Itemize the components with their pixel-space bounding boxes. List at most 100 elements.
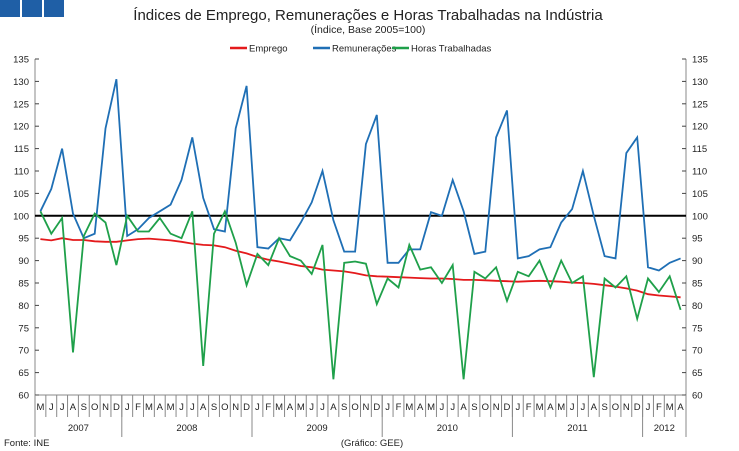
y-tick-label-right: 120 bbox=[692, 122, 708, 133]
x-tick-label: O bbox=[612, 402, 619, 413]
x-tick-label: J bbox=[581, 402, 586, 413]
y-tick-label-left: 65 bbox=[18, 368, 29, 379]
x-tick-label: M bbox=[36, 402, 44, 413]
series-lines bbox=[35, 79, 686, 380]
x-tick-label: M bbox=[536, 402, 544, 413]
logo-square bbox=[44, 0, 64, 17]
y-tick-label-right: 125 bbox=[692, 99, 708, 110]
x-tick-label: N bbox=[493, 402, 500, 413]
y-tick-label-left: 125 bbox=[13, 99, 29, 110]
year-label: 2011 bbox=[567, 423, 587, 434]
x-tick-label: J bbox=[309, 402, 314, 413]
x-tick-label: M bbox=[275, 402, 283, 413]
x-tick-label: F bbox=[656, 402, 662, 413]
x-tick-label: N bbox=[102, 402, 109, 413]
x-tick-label: F bbox=[396, 402, 402, 413]
x-tick-label: J bbox=[440, 402, 445, 413]
credit-note: (Gráfico: GEE) bbox=[341, 438, 403, 449]
legend-label: Remunerações bbox=[332, 44, 397, 55]
x-tick-label: J bbox=[570, 402, 575, 413]
year-label: 2008 bbox=[176, 423, 197, 434]
legend-label: Horas Trabalhadas bbox=[411, 44, 492, 55]
x-tick-label: F bbox=[526, 402, 532, 413]
x-tick-label: A bbox=[677, 402, 684, 413]
y-tick-label-left: 80 bbox=[18, 301, 29, 312]
x-tick-label: M bbox=[145, 402, 153, 413]
x-tick-label: A bbox=[591, 402, 598, 413]
x-tick-label: O bbox=[91, 402, 98, 413]
x-tick-label: F bbox=[265, 402, 271, 413]
x-tick-label: N bbox=[362, 402, 369, 413]
y-tick-label-left: 135 bbox=[13, 55, 29, 66]
x-tick-label: J bbox=[320, 402, 325, 413]
legend-label: Emprego bbox=[249, 44, 288, 55]
x-tick-label: D bbox=[243, 402, 250, 413]
y-tick-label-left: 90 bbox=[18, 256, 29, 267]
y-tick-label-right: 90 bbox=[692, 256, 703, 267]
y-tick-label-right: 85 bbox=[692, 279, 703, 290]
y-tick-label-right: 75 bbox=[692, 323, 703, 334]
x-tick-label: A bbox=[547, 402, 554, 413]
y-tick-label-left: 85 bbox=[18, 279, 29, 290]
year-label: 2009 bbox=[307, 423, 328, 434]
y-tick-label-right: 100 bbox=[692, 211, 708, 222]
y-tick-label-right: 65 bbox=[692, 368, 703, 379]
x-tick-label: A bbox=[157, 402, 164, 413]
x-tick-label: D bbox=[113, 402, 120, 413]
x-tick-label: A bbox=[200, 402, 207, 413]
x-tick-label: M bbox=[666, 402, 674, 413]
x-tick-label: M bbox=[557, 402, 565, 413]
y-tick-label-right: 130 bbox=[692, 77, 708, 88]
x-tick-label: A bbox=[287, 402, 294, 413]
x-tick-label: J bbox=[646, 402, 651, 413]
y-tick-label-left: 120 bbox=[13, 122, 29, 133]
x-tick-label: A bbox=[417, 402, 424, 413]
x-tick-label: A bbox=[70, 402, 77, 413]
x-tick-label: J bbox=[385, 402, 390, 413]
x-tick-label: S bbox=[601, 402, 607, 413]
x-tick-label: M bbox=[297, 402, 305, 413]
y-tick-label-right: 135 bbox=[692, 55, 708, 66]
x-tick-label: A bbox=[330, 402, 337, 413]
y-tick-label-right: 70 bbox=[692, 346, 703, 357]
chart-subtitle: (Índice, Base 2005=100) bbox=[311, 23, 426, 36]
y-tick-label-right: 80 bbox=[692, 301, 703, 312]
legend: Emprego Remunerações Horas Trabalhadas bbox=[230, 44, 492, 55]
chart-title: Índices de Emprego, Remunerações e Horas… bbox=[133, 7, 603, 24]
x-tick-label: D bbox=[504, 402, 511, 413]
y-tick-label-right: 60 bbox=[692, 391, 703, 402]
x-tick-label: S bbox=[341, 402, 347, 413]
x-tick-label: M bbox=[427, 402, 435, 413]
y-tick-label-left: 60 bbox=[18, 391, 29, 402]
x-tick-label: N bbox=[232, 402, 239, 413]
y-tick-label-left: 100 bbox=[13, 211, 29, 222]
year-label: 2012 bbox=[654, 423, 675, 434]
y-tick-label-right: 110 bbox=[692, 167, 707, 178]
year-label: 2010 bbox=[437, 423, 458, 434]
x-tick-label: J bbox=[515, 402, 520, 413]
y-tick-label-left: 75 bbox=[18, 323, 29, 334]
x-tick-label: D bbox=[634, 402, 641, 413]
y-tick-label-left: 70 bbox=[18, 346, 29, 357]
x-tick-label: O bbox=[351, 402, 358, 413]
y-tick-label-left: 110 bbox=[14, 167, 29, 178]
y-tick-label-left: 95 bbox=[18, 234, 29, 245]
x-tick-label: N bbox=[623, 402, 630, 413]
y-tick-label-right: 105 bbox=[692, 189, 708, 200]
year-label: 2007 bbox=[68, 423, 89, 434]
x-tick-label: J bbox=[49, 402, 54, 413]
y-tick-label-left: 115 bbox=[14, 144, 29, 155]
series-line-horas-trabalhadas bbox=[39, 208, 682, 380]
source-note: Fonte: INE bbox=[4, 438, 49, 449]
logo-square bbox=[0, 0, 20, 17]
x-tick-label: O bbox=[221, 402, 228, 413]
x-tick-label: M bbox=[167, 402, 175, 413]
logo-square bbox=[22, 0, 42, 17]
y-tick-label-left: 105 bbox=[13, 189, 29, 200]
y-tick-label-left: 130 bbox=[13, 77, 29, 88]
x-tick-label: J bbox=[60, 402, 65, 413]
y-tick-label-right: 115 bbox=[692, 144, 707, 155]
x-tick-label: M bbox=[405, 402, 413, 413]
